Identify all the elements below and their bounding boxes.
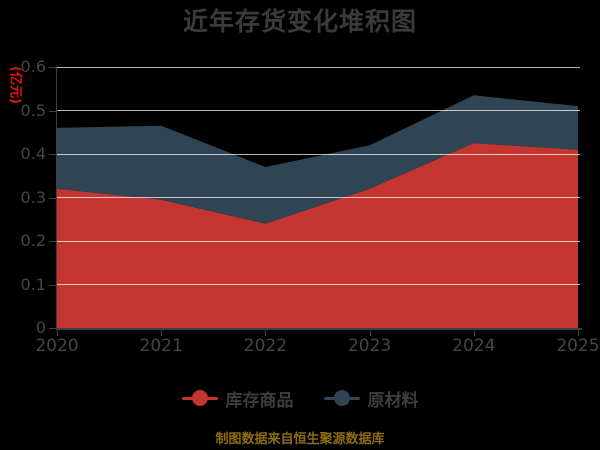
legend-label: 原材料 (367, 390, 419, 411)
gridline (57, 110, 580, 111)
x-tick-label: 2024 (452, 336, 496, 356)
stacked-areas-canvas (57, 95, 578, 328)
x-tick-mark (369, 330, 371, 336)
x-tick-label: 2021 (139, 336, 183, 356)
y-tick-mark (49, 241, 57, 242)
x-tick-mark (57, 330, 58, 336)
legend-label: 库存商品 (225, 390, 294, 411)
y-tick-label: 0.1 (20, 274, 46, 294)
legend-item-inventory-goods[interactable]: 库存商品 (181, 386, 294, 411)
gridline (57, 66, 580, 68)
x-tick-mark (161, 330, 163, 336)
chart-title: 近年存货变化堆积图 (182, 7, 417, 36)
line-circle-marker-icon (181, 390, 218, 406)
y-tick-label: 0.5 (20, 100, 46, 120)
y-tick-mark (49, 197, 57, 199)
x-tick-label: 2023 (347, 336, 392, 356)
gridline (57, 240, 580, 242)
line-circle-marker-icon (323, 390, 360, 406)
x-tick-mark (265, 330, 267, 336)
gridline (57, 153, 580, 155)
gridline (57, 284, 580, 285)
x-axis-line (56, 328, 582, 330)
y-tick-label: 0.4 (20, 144, 46, 163)
series-area-1 (57, 95, 578, 224)
legend-item-raw-materials[interactable]: 原材料 (323, 386, 419, 411)
y-tick-mark (49, 284, 57, 286)
legend: 库存商品 原材料 (0, 385, 600, 411)
x-tick-label: 2025 (556, 336, 600, 356)
y-tick-mark (49, 154, 57, 155)
y-tick-label: 0.6 (20, 57, 46, 76)
gridline (57, 197, 580, 198)
plot-area[interactable] (57, 67, 578, 328)
y-tick-mark (49, 110, 57, 112)
y-tick-label: 0 (35, 318, 46, 337)
legend-circle-blue (333, 390, 350, 406)
x-tick-mark (473, 330, 475, 336)
y-tick-mark (49, 328, 57, 329)
legend-circle-red (191, 390, 208, 406)
x-tick-mark (578, 330, 579, 336)
y-tick-mark (49, 67, 57, 68)
x-tick-label: 2022 (243, 336, 288, 356)
x-tick-label: 2020 (35, 336, 79, 356)
series-area-0 (57, 143, 578, 328)
y-tick-label: 0.2 (20, 231, 46, 250)
y-tick-label: 0.3 (20, 187, 46, 207)
data-source-caption: 制图数据来自恒生聚源数据库 (215, 432, 385, 447)
